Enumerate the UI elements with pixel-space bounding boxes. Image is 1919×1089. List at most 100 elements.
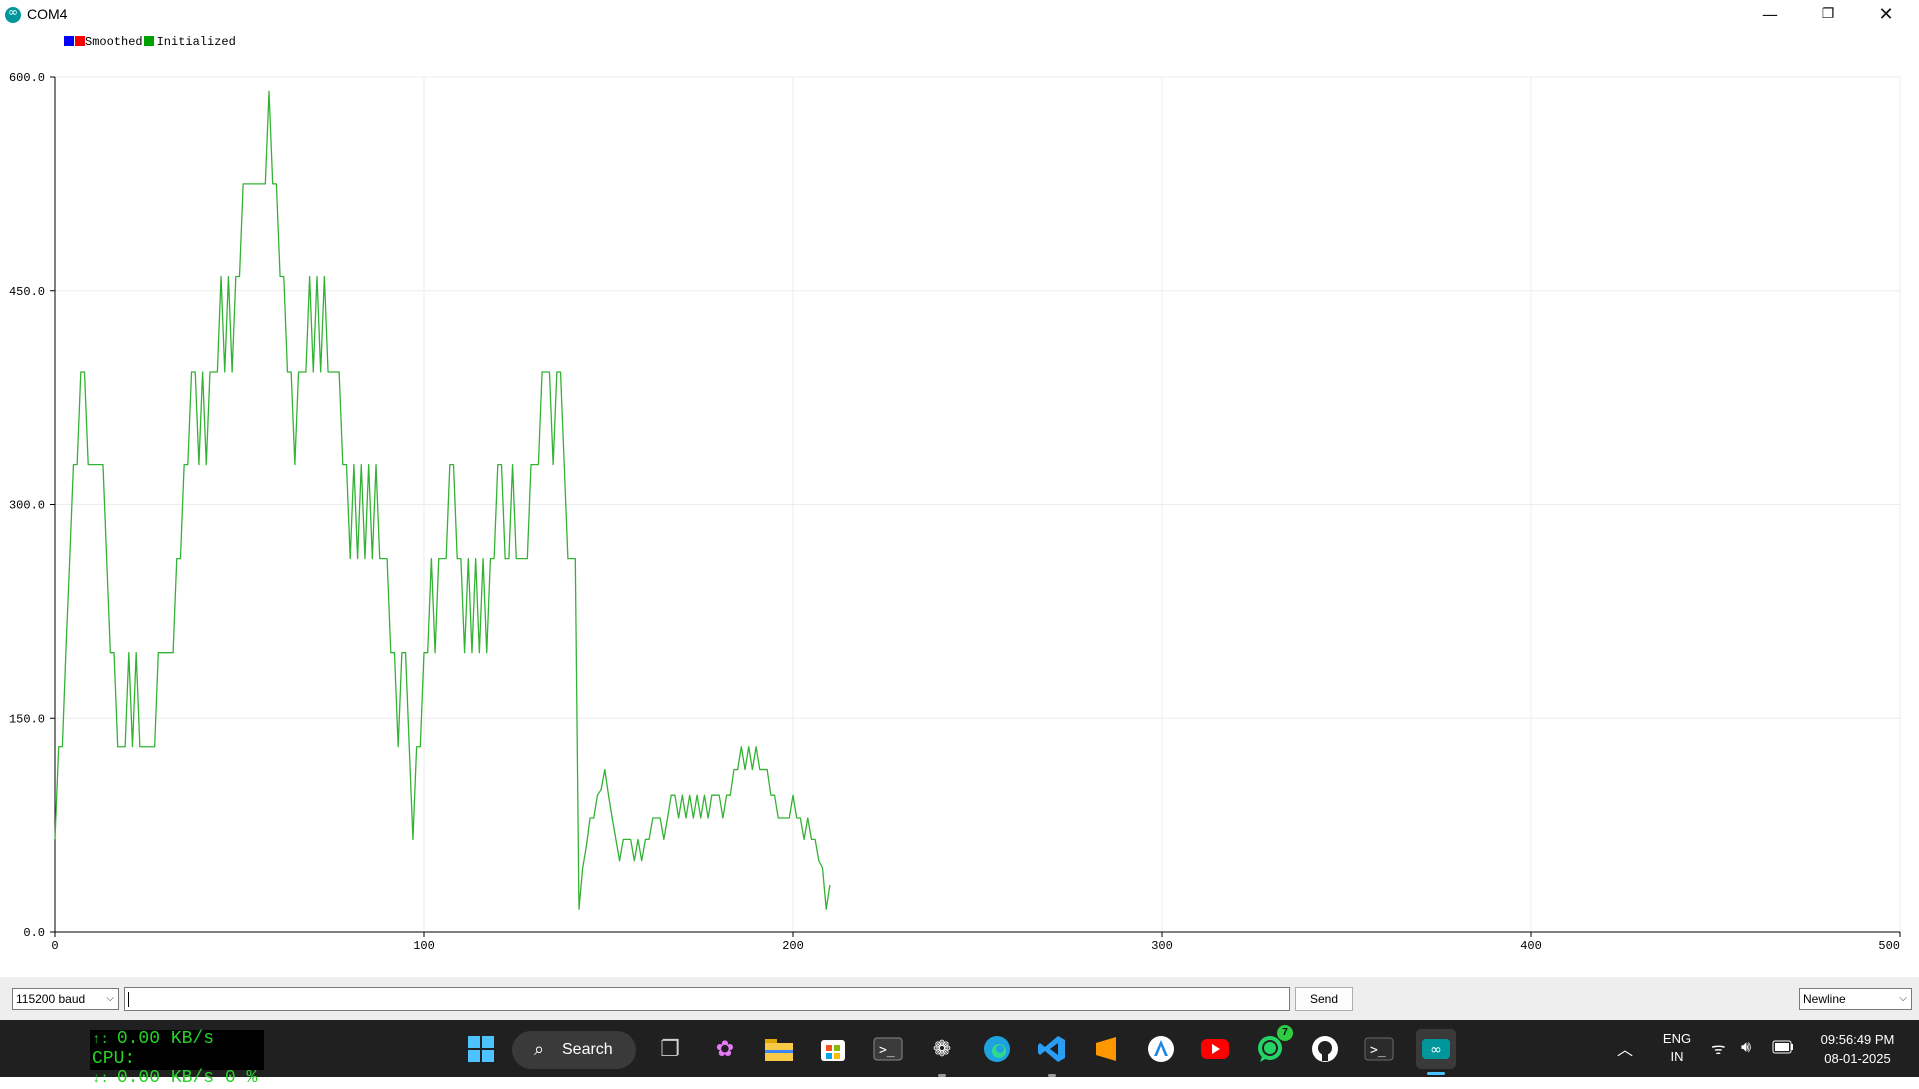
bottom-toolbar: 115200 baud ⌵ Send Newline ⌵ (0, 977, 1919, 1020)
legend-swatch-smoothed-red (75, 36, 85, 46)
github-icon (1312, 1036, 1338, 1062)
store-button[interactable] (813, 1029, 853, 1069)
notification-badge: 7 (1277, 1025, 1293, 1041)
title-bar[interactable]: COM4 — ❐ ✕ (0, 0, 1919, 29)
x-tick-label: 400 (1520, 939, 1542, 953)
terminal-icon: >_ (873, 1037, 903, 1061)
svg-text:>_: >_ (1370, 1043, 1386, 1058)
running-indicator (938, 1074, 946, 1077)
restore-icon: ❐ (1821, 6, 1835, 22)
series-line-initialized (54, 90, 831, 910)
legend-label-initialized: Initialized (156, 35, 236, 49)
svg-text:>_: >_ (879, 1043, 895, 1058)
send-button[interactable]: Send (1295, 987, 1353, 1011)
battery-icon[interactable] (1772, 1040, 1794, 1054)
plot-area: 0 100 200 300 400 500 0.0 150.0 300.0 450.0 600.0 (9, 71, 1901, 953)
whatsapp-button[interactable]: 7 (1250, 1025, 1293, 1069)
line-ending-select[interactable]: Newline ⌵ (1799, 988, 1912, 1010)
series-layer (54, 90, 831, 910)
copilot-icon: ✿ (715, 1036, 735, 1062)
upload-speed: 0.00 KB/s (116, 1029, 215, 1049)
sublime-button[interactable] (1086, 1029, 1126, 1069)
start-icon (468, 1036, 494, 1062)
legend-swatch-smoothed-blue (64, 36, 74, 46)
chevron-down-icon: ⌵ (1899, 993, 1907, 1004)
edge-button[interactable] (977, 1029, 1017, 1069)
start-button[interactable] (461, 1029, 501, 1069)
restore-button[interactable]: ❐ (1799, 0, 1857, 29)
edge-icon (984, 1036, 1010, 1062)
serial-input[interactable] (124, 987, 1290, 1011)
arduino-icon: ∞ (1422, 1039, 1450, 1059)
legend-label-smoothed: Smoothed (85, 35, 143, 49)
minimize-icon: — (1762, 5, 1778, 24)
chatgpt-icon: ❁ (932, 1036, 952, 1062)
running-indicator (1048, 1074, 1056, 1077)
youtube-button[interactable] (1195, 1029, 1235, 1069)
baud-rate-select[interactable]: 115200 baud ⌵ (12, 988, 119, 1010)
network-cpu-widget: ↑: 0.00 KB/s CPU: ↓: 0.00 KB/s 0 % (90, 1029, 264, 1088)
search-icon: ⌕ (534, 1039, 545, 1060)
minimize-button[interactable]: — (1741, 0, 1799, 29)
legend: Smoothed Initialized (64, 35, 236, 49)
taskbar: ↑: 0.00 KB/s CPU: ↓: 0.00 KB/s 0 % ⌕ Sea… (0, 1020, 1919, 1088)
github-button[interactable] (1305, 1029, 1345, 1069)
tray-overflow-chevron-icon[interactable]: ︿ (1617, 1040, 1634, 1059)
chatgpt-button[interactable]: ❁ (922, 1029, 962, 1077)
chevron-down-icon: ⌵ (106, 993, 114, 1004)
y-tick-label: 150.0 (9, 712, 45, 726)
powershell-icon: >_ (1364, 1037, 1394, 1061)
grid-layer (55, 76, 1901, 932)
close-icon: ✕ (1878, 4, 1894, 25)
y-tick-label: 300.0 (9, 499, 45, 513)
y-tick-label: 0.0 (23, 926, 45, 940)
language-indicator[interactable]: ENG IN (1660, 1030, 1694, 1066)
powershell-button[interactable]: >_ (1359, 1029, 1399, 1069)
task-view-icon: ❐ (660, 1036, 680, 1062)
wifi-icon[interactable]: ᯤ (1711, 1039, 1726, 1058)
download-arrow: ↓: (92, 1071, 109, 1087)
close-button[interactable]: ✕ (1857, 0, 1915, 29)
terminal-button[interactable]: >_ (868, 1029, 908, 1069)
active-app-indicator (1427, 1072, 1445, 1075)
text-caret (128, 992, 129, 1007)
y-tick-label: 600.0 (9, 71, 45, 85)
app-store-button[interactable] (1141, 1029, 1181, 1069)
serial-plotter-window: COM4 — ❐ ✕ 0 100 200 300 400 500 0.0 150.0 300.0… (0, 0, 1919, 1020)
region-code: IN (1670, 1049, 1684, 1064)
arduino-button[interactable]: ∞ (1416, 1029, 1456, 1069)
x-tick-label: 200 (782, 939, 804, 953)
sublime-icon (1096, 1037, 1116, 1061)
file-explorer-icon (765, 1039, 793, 1061)
system-clock[interactable]: 09:56:49 PM 08-01-2025 (1800, 1030, 1915, 1068)
svg-text:∞: ∞ (1430, 1042, 1442, 1058)
clock-date: 08-01-2025 (1824, 1051, 1891, 1066)
y-tick-label: 450.0 (9, 285, 45, 299)
vscode-icon (1038, 1036, 1065, 1062)
axis-layer: 0 100 200 300 400 500 0.0 150.0 300.0 450.0 600.0 (9, 71, 1901, 953)
upload-arrow: ↑: (92, 1032, 109, 1048)
copilot-button[interactable]: ✿ (705, 1029, 745, 1069)
store-icon (821, 1040, 845, 1061)
task-view-button[interactable]: ❐ (650, 1029, 690, 1069)
whatsapp-icon (1258, 1036, 1282, 1062)
download-speed: 0.00 KB/s (116, 1068, 215, 1088)
volume-icon[interactable]: 🔊︎ (1741, 1037, 1752, 1056)
file-explorer-button[interactable] (759, 1029, 799, 1069)
x-tick-label: 500 (1878, 939, 1900, 953)
search-label: Search (562, 1041, 613, 1058)
arduino-app-icon (5, 5, 21, 23)
vscode-button[interactable] (1032, 1029, 1072, 1077)
x-tick-label: 100 (413, 939, 435, 953)
clock-time: 09:56:49 PM (1820, 1032, 1895, 1047)
taskbar-search[interactable]: ⌕ Search (512, 1031, 636, 1069)
baud-rate-value: 115200 baud (16, 992, 86, 1006)
cpu-value: 0 % (224, 1068, 258, 1088)
x-tick-label: 300 (1151, 939, 1173, 953)
window-title: COM4 (27, 6, 68, 22)
x-tick-label: 0 (51, 939, 58, 953)
youtube-icon (1201, 1039, 1229, 1059)
language-code: ENG (1662, 1031, 1692, 1046)
app-store-icon (1148, 1036, 1174, 1062)
legend-swatch-initialized (143, 36, 154, 46)
